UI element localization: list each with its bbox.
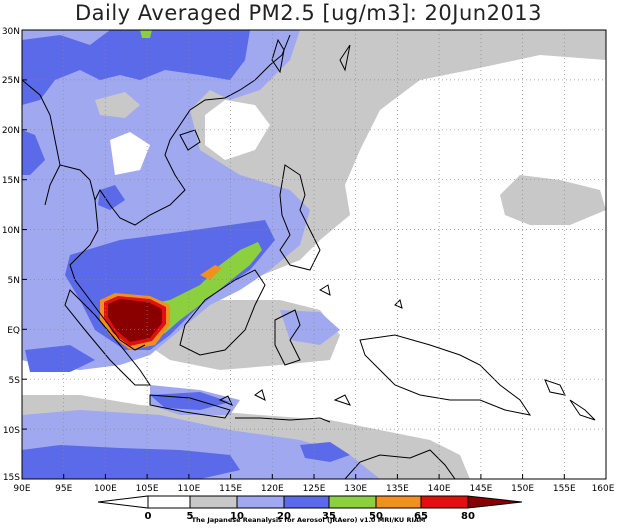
colorbar-segment [420,495,469,509]
lon-label: 120E [261,484,284,494]
lon-label: 140E [428,484,451,494]
colorbar-segment [283,495,330,509]
colorbar-label: 10 [230,511,244,522]
colorbar-label: 65 [414,511,428,522]
lon-label: 105E [136,484,159,494]
colorbar-label: 35 [322,511,336,522]
colorbar-segment [467,495,523,509]
lon-label: 95E [55,484,72,494]
lat-label: 15N [2,176,20,186]
gridlines [22,30,606,479]
colorbar-label: 5 [187,511,194,522]
lat-label: 5N [8,276,20,286]
colorbar-label: 0 [145,511,152,522]
colorbar-segment [189,495,238,509]
colorbar-segment [147,495,191,509]
lon-label: 90E [13,484,30,494]
map-title: Daily Averaged PM2.5 [ug/m3]: 20Jun2013 [74,1,543,25]
lat-label: EQ [7,326,20,336]
lat-label: 20N [2,126,20,136]
lon-label: 145E [469,484,492,494]
colorbar-labels: 0 5 10 20 35 50 65 80 [145,511,475,522]
colorbar [97,495,523,509]
lon-label: 150E [511,484,534,494]
lat-label: 15S [3,473,20,483]
colorbar-label: 50 [369,511,383,522]
lon-label: 155E [553,484,576,494]
lat-label: 10N [2,226,20,236]
lat-label: 10S [3,426,20,436]
colorbar-segment [236,495,285,509]
lon-label: 130E [344,484,367,494]
lon-label: 110E [177,484,200,494]
lon-label: 100E [94,484,117,494]
lon-label: 125E [303,484,326,494]
lat-label: 5S [9,376,21,386]
lon-label: 135E [386,484,409,494]
lon-label: 115E [219,484,242,494]
colorbar-segment [375,495,422,509]
lon-label: 160E [592,484,615,494]
lat-label: 25N [2,76,20,86]
colorbar-segment [328,495,377,509]
colorbar-label: 80 [461,511,475,522]
colorbar-segment [97,495,149,509]
lat-label: 30N [2,27,20,37]
tick-marks [22,79,565,479]
coastlines [22,34,596,479]
longitude-labels: 90E 95E 100E 105E 110E 115E 120E 125E 13… [13,484,614,494]
credit-text: The Japanese Reanalysis for Aerosol (JRA… [191,516,426,524]
colorbar-label: 20 [277,511,291,522]
latitude-labels: 30N 25N 20N 15N 10N 5N EQ 5S 10S 15S [2,27,20,483]
